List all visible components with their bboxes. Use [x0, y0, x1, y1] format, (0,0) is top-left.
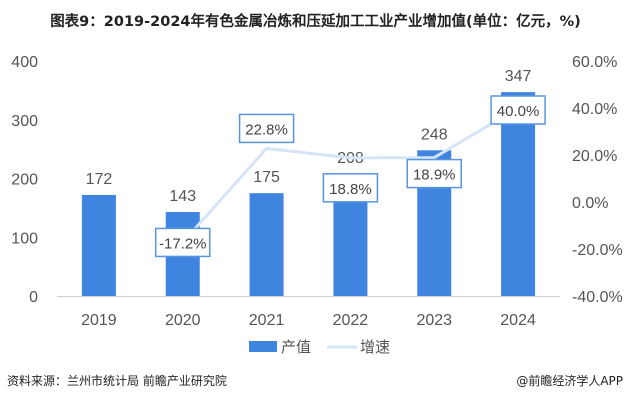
bar	[249, 193, 284, 296]
legend-line-label: 增速	[360, 338, 390, 356]
line-label-box	[490, 95, 546, 125]
chart-title: 图表9：2019-2024年有色金属冶炼和压延加工工业产业增加值(单位：亿元，%…	[50, 14, 581, 30]
credit-note: @前瞻经济学人APP	[516, 374, 623, 388]
left-axis-tick: 300	[11, 113, 38, 130]
x-tick-label: 2019	[81, 312, 117, 329]
bar-label: 347	[505, 68, 532, 85]
legend-bar-label: 产值	[281, 338, 311, 356]
line-label-box	[238, 113, 295, 144]
bar-label: 248	[421, 126, 448, 143]
left-axis-tick: 100	[11, 230, 38, 247]
line-label-box	[322, 173, 379, 203]
bar-label: 172	[86, 171, 113, 188]
right-axis-tick: 60.0%	[572, 54, 617, 71]
line-label-box	[406, 158, 462, 189]
x-tick-label: 2024	[500, 312, 536, 329]
left-axis-tick: 400	[11, 54, 38, 71]
right-axis-tick: 20.0%	[572, 148, 617, 165]
left-axis-tick: 0	[29, 289, 38, 306]
line-label: 40.0%	[497, 103, 540, 120]
line-label: 18.8%	[329, 181, 372, 198]
x-tick-label: 2021	[249, 312, 285, 329]
line-label: 22.8%	[245, 121, 288, 138]
bar	[501, 92, 536, 296]
source-note: 资料来源：兰州市统计局 前瞻产业研究院	[7, 374, 227, 388]
legend-bar-swatch	[249, 341, 277, 352]
right-axis-tick: 0.0%	[572, 195, 608, 212]
bar-label: 143	[169, 188, 196, 205]
right-axis-tick: -20.0%	[572, 242, 623, 259]
bar-label: 175	[253, 169, 280, 186]
line-label: 18.9%	[413, 167, 456, 184]
x-tick-label: 2022	[333, 312, 369, 329]
line-label-box	[155, 227, 211, 258]
right-axis-tick: 40.0%	[572, 101, 617, 118]
growth-line	[181, 106, 519, 244]
left-axis-tick: 200	[11, 172, 38, 189]
line-label: -17.2%	[159, 235, 207, 252]
bar	[81, 194, 116, 296]
right-axis-tick: -40.0%	[572, 289, 623, 306]
x-tick-label: 2020	[165, 312, 201, 329]
x-tick-label: 2023	[416, 312, 452, 329]
